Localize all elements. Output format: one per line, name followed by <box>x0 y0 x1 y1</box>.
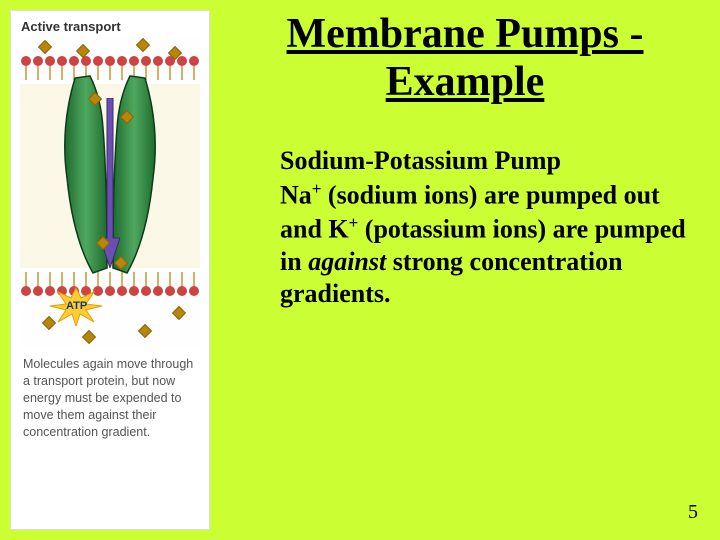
ion-icon <box>172 306 186 320</box>
title-line-2: Example <box>386 59 545 105</box>
figure-title: Active transport <box>11 11 209 38</box>
phospholipid-icon <box>164 268 176 296</box>
figure-caption: Molecules again move through a transport… <box>11 348 209 448</box>
ion-icon <box>82 330 96 344</box>
slide: Active transport <box>0 0 720 540</box>
body-heading: Sodium-Potassium Pump <box>280 146 561 175</box>
phospholipid-icon <box>32 56 44 84</box>
phospholipid-icon <box>32 268 44 296</box>
phospholipid-icon <box>176 268 188 296</box>
phospholipid-icon <box>188 56 200 84</box>
sup-1: + <box>312 179 322 198</box>
page-number: 5 <box>688 501 698 524</box>
phospholipid-icon <box>20 56 32 84</box>
body-part-1: Na <box>280 180 312 209</box>
ion-icon <box>136 38 150 52</box>
figure-illustration: ATP <box>20 38 200 348</box>
atp-label: ATP <box>66 300 87 312</box>
sup-2: + <box>349 213 359 232</box>
ion-icon <box>38 40 52 54</box>
body-emphasis: against <box>308 247 386 276</box>
slide-body: Sodium-Potassium Pump Na+ (sodium ions) … <box>280 145 690 311</box>
ion-icon <box>138 324 152 338</box>
phospholipid-icon <box>176 56 188 84</box>
phospholipid-icon <box>20 268 32 296</box>
figure-panel: Active transport <box>10 10 210 530</box>
phospholipid-icon <box>188 268 200 296</box>
title-line-1: Membrane Pumps - <box>287 11 644 57</box>
slide-title: Membrane Pumps - Example <box>230 10 700 107</box>
